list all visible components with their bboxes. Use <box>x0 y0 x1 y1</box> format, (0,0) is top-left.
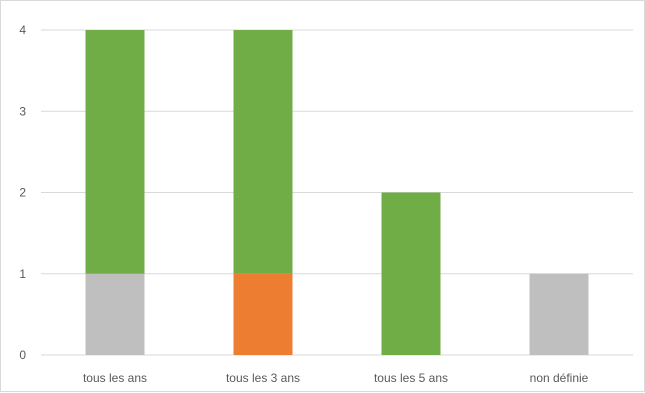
y-tick-label-1: 1 <box>19 267 26 281</box>
y-tick-label-3: 3 <box>19 104 26 118</box>
bar-segment-1-1 <box>233 273 293 355</box>
bar-segment-2-2 <box>381 192 441 355</box>
y-tick-label-4: 4 <box>19 23 26 37</box>
axis: 0 1 2 3 4 tous les ans tous les 3 ans tous les … <box>19 23 588 385</box>
x-tick-label-0: tous les ans <box>83 371 147 385</box>
x-tick-label-3: non définie <box>530 371 589 385</box>
bar-segment-0-2 <box>85 30 145 274</box>
y-tick-label-2: 2 <box>19 186 26 200</box>
x-tick-label-1: tous les 3 ans <box>226 371 300 385</box>
bar-segment-0-0 <box>85 273 145 355</box>
bar-segment-3-0 <box>529 273 589 355</box>
y-tick-label-0: 0 <box>19 348 26 362</box>
x-tick-label-2: tous les 5 ans <box>374 371 448 385</box>
bars <box>85 30 589 355</box>
bar-segment-1-2 <box>233 30 293 274</box>
